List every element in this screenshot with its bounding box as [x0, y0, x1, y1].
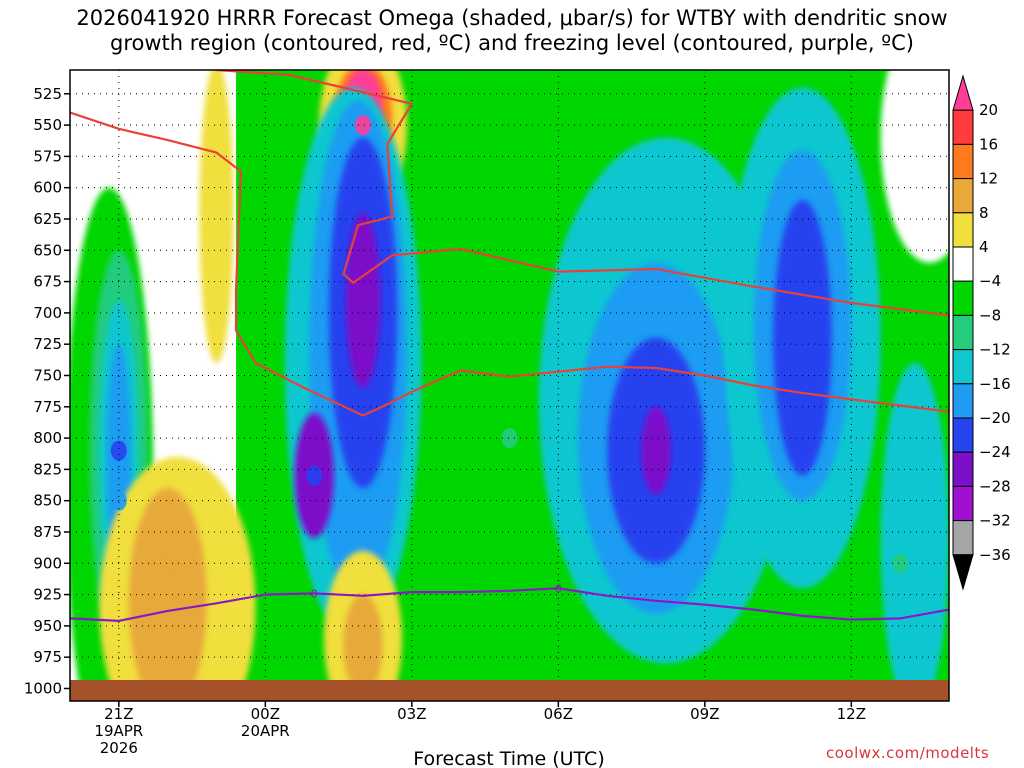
- omega-cell-4: [306, 465, 323, 486]
- freezing-level-label-0: 0: [311, 587, 318, 600]
- y-tick-label-700: 700: [33, 304, 62, 322]
- x-tick-label-09Z: 09Z: [690, 705, 719, 723]
- colorbar-band-13: [952, 520, 974, 556]
- source-credit: coolwx.com/modelts: [826, 744, 990, 762]
- y-tick-label-900: 900: [33, 554, 62, 572]
- omega-cell-7: [355, 640, 371, 661]
- contour-series-0: [70, 111, 949, 417]
- omega-cell-6: [355, 290, 371, 311]
- colorbar-label-8: −16: [979, 375, 1011, 393]
- y-tick-label-525: 525: [33, 85, 62, 103]
- y-axis: 525 550 575 600 625 650 675 700 725 750 775 800 825 8…: [24, 85, 70, 697]
- colorbar-label-5: −4: [979, 272, 1001, 290]
- colorbar-band-4: [952, 212, 974, 248]
- colorbar-top-triangle: [952, 74, 974, 111]
- terrain-ground-strip: [70, 680, 949, 701]
- y-tick-label-625: 625: [33, 210, 62, 228]
- y-tick-label-1000: 1000: [24, 679, 62, 697]
- colorbar-label-10: −24: [979, 443, 1011, 461]
- colorbar-label-7: −12: [979, 341, 1011, 359]
- colorbar-band-5: [952, 246, 974, 282]
- omega-cell-2: [159, 553, 176, 574]
- x-tick-label-06Z: 06Z: [544, 705, 573, 723]
- colorbar-band-2: [952, 143, 974, 180]
- y-tick-label-775: 775: [33, 398, 62, 416]
- x-tick-date-21Z: 19APR: [94, 722, 143, 740]
- y-tick-label-950: 950: [33, 617, 62, 635]
- omega-region-26: [880, 70, 949, 263]
- colorbar-label-1: 16: [979, 135, 998, 153]
- colorbar-label-11: −28: [979, 477, 1011, 495]
- colorbar-label-2: 12: [979, 170, 998, 188]
- y-tick-label-725: 725: [33, 335, 62, 353]
- omega-cell-5: [355, 115, 371, 136]
- colorbar-label-6: −8: [979, 306, 1001, 324]
- y-tick-label-600: 600: [33, 179, 62, 197]
- omega-cell-3: [208, 177, 225, 198]
- colorbar-band-6: [952, 280, 974, 316]
- x-tick-label-12Z: 12Z: [837, 705, 866, 723]
- colorbar-band-12: [952, 485, 974, 522]
- omega-region-5: [128, 488, 207, 701]
- chart-title-line-1: 2026041920 HRRR Forecast Omega (shaded, …: [76, 6, 948, 30]
- y-tick-label-550: 550: [33, 116, 62, 134]
- colorbar-label-9: −20: [979, 409, 1011, 427]
- y-tick-label-575: 575: [33, 147, 62, 165]
- colorbar-band-1: [952, 109, 974, 145]
- colorbar-band-10: [952, 417, 974, 453]
- x-tick-label-21Z: 21Z: [104, 705, 133, 723]
- omega-region-24: [773, 200, 832, 476]
- colorbar-band-9: [952, 383, 974, 419]
- y-tick-label-675: 675: [33, 273, 62, 291]
- omega-cell-9: [648, 428, 664, 449]
- y-tick-label-875: 875: [33, 523, 62, 541]
- plot-frame: [69, 69, 950, 702]
- colorbar-band-11: [952, 451, 974, 487]
- contour-series-2: [70, 587, 949, 623]
- freezing-level-label-1: 0: [555, 582, 562, 595]
- y-tick-label-975: 975: [33, 648, 62, 666]
- colorbar-label-13: −36: [979, 546, 1011, 564]
- x-axis-title: Forecast Time (UTC): [413, 748, 604, 768]
- chart-title: 2026041920 HRRR Forecast Omega (shaded, …: [0, 6, 1024, 56]
- y-tick-label-925: 925: [33, 586, 62, 604]
- y-tick-label-800: 800: [33, 429, 62, 447]
- colorbar-band-8: [952, 349, 974, 385]
- colorbar-label-12: −32: [979, 512, 1011, 530]
- colorbar-label-3: 8: [979, 204, 989, 222]
- colorbar-label-0: 20: [979, 101, 998, 119]
- colorbar-bottom-triangle: [952, 554, 974, 591]
- y-tick-label-750: 750: [33, 366, 62, 384]
- colorbar-label-4: 4: [979, 238, 989, 256]
- omega-region-25: [880, 363, 949, 701]
- omega-cell-0: [110, 440, 127, 461]
- y-tick-label-650: 650: [33, 241, 62, 259]
- colorbar-legend: 20 16 12 8 4 −4 −8 −12 −16 −20 −24 −28 −32 −36: [952, 74, 1011, 591]
- colorbar-band-7: [952, 314, 974, 351]
- x-tick-label-00Z: 00Z: [251, 705, 280, 723]
- chart-title-line-2: growth region (contoured, red, ºC) and f…: [110, 31, 914, 55]
- y-tick-label-850: 850: [33, 492, 62, 510]
- omega-cell-8: [501, 428, 518, 449]
- omega-region-21: [641, 406, 671, 495]
- x-tick-label-03Z: 03Z: [397, 705, 426, 723]
- omega-shaded-field: [70, 70, 949, 701]
- x-tick-year-21Z: 2026: [100, 739, 138, 757]
- omega-region-6: [199, 70, 234, 363]
- x-tick-date-00Z: 20APR: [241, 722, 290, 740]
- omega-cell-11: [892, 553, 909, 574]
- colorbar-band-3: [952, 178, 974, 214]
- contour-series-1: [216, 70, 949, 317]
- y-tick-label-825: 825: [33, 460, 62, 478]
